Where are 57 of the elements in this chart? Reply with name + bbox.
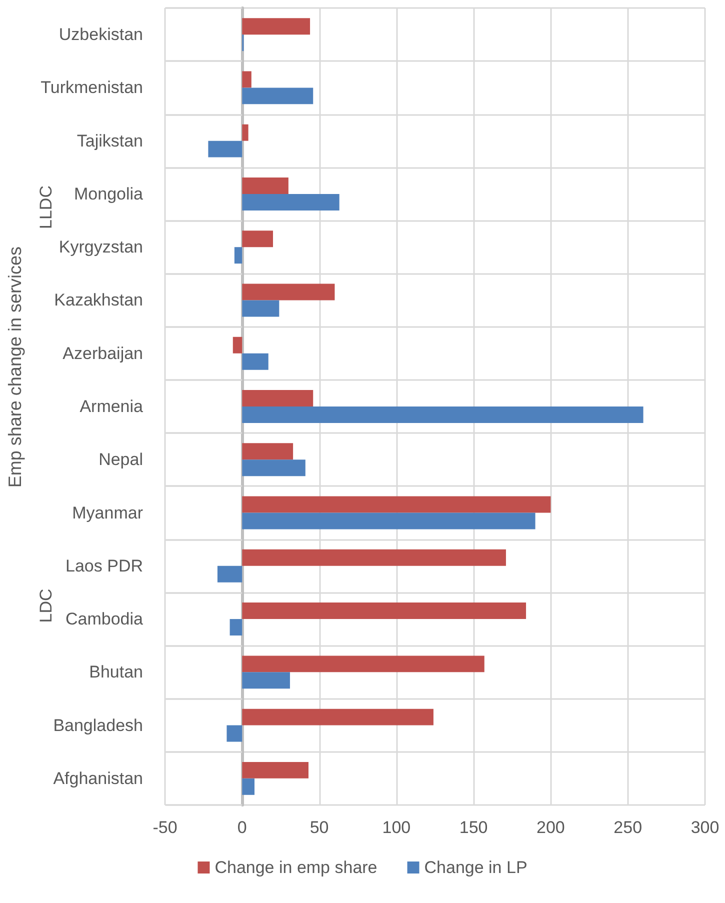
bar <box>232 336 242 354</box>
x-tick-label: -50 <box>152 818 178 837</box>
bar <box>242 71 252 88</box>
y-tick-label: Myanmar <box>72 503 144 522</box>
y-tick-label: Azerbaijan <box>62 344 143 363</box>
bar <box>242 406 644 423</box>
legend-label: Change in LP <box>424 858 528 877</box>
x-tick-label: 100 <box>382 818 411 837</box>
bar <box>208 140 242 158</box>
bar <box>217 566 242 582</box>
bar <box>242 460 306 476</box>
x-tick-label: 50 <box>310 818 329 837</box>
bar <box>242 778 254 795</box>
y-tick-label: Mongolia <box>74 184 144 204</box>
x-tick-label: 150 <box>459 818 488 837</box>
bar <box>226 725 242 742</box>
y-tick-label: Laos PDR <box>66 556 143 576</box>
bar <box>242 672 290 689</box>
y-tick-label: Uzbekistan <box>58 25 143 44</box>
bar <box>242 194 340 210</box>
bar <box>242 300 280 317</box>
legend-label: Change in emp share <box>214 858 378 877</box>
y-tick-label: Bangladesh <box>53 716 143 735</box>
bar <box>242 177 288 194</box>
x-tick-label: 200 <box>536 818 565 837</box>
bar <box>242 443 294 460</box>
bar <box>242 124 248 141</box>
text: LLDC <box>36 186 56 229</box>
bar <box>242 353 268 370</box>
bar <box>242 512 536 530</box>
bar <box>242 284 335 300</box>
y-tick-label: Kyrgyzstan <box>58 238 143 257</box>
bar <box>242 230 273 248</box>
x-tick-label: 0 <box>237 818 247 837</box>
y-tick-label: Cambodia <box>66 610 144 629</box>
bar <box>242 496 551 513</box>
y-tick-label: Nepal <box>98 450 143 470</box>
bar <box>242 549 506 566</box>
y-tick-label: Turkmenistan <box>40 78 143 98</box>
bar <box>242 88 314 104</box>
text: LDC <box>36 588 56 623</box>
bar <box>242 390 314 406</box>
y-tick-label: Armenia <box>80 397 144 416</box>
y-tick-label: Tajikstan <box>76 131 143 150</box>
bar <box>242 602 526 620</box>
bar <box>242 18 310 35</box>
y-tick-label: Bhutan <box>89 662 143 682</box>
bar <box>242 656 484 672</box>
x-tick-label: 250 <box>614 818 642 837</box>
y-tick-label: Afghanistan <box>53 768 143 788</box>
y-tick-label: Kazakhstan <box>54 290 143 310</box>
y-axis-title: Emp share change in services <box>5 246 25 488</box>
x-tick-label: 300 <box>690 818 720 837</box>
bar <box>242 762 308 778</box>
bar <box>234 247 242 264</box>
bar <box>230 619 242 636</box>
bar <box>242 708 434 726</box>
